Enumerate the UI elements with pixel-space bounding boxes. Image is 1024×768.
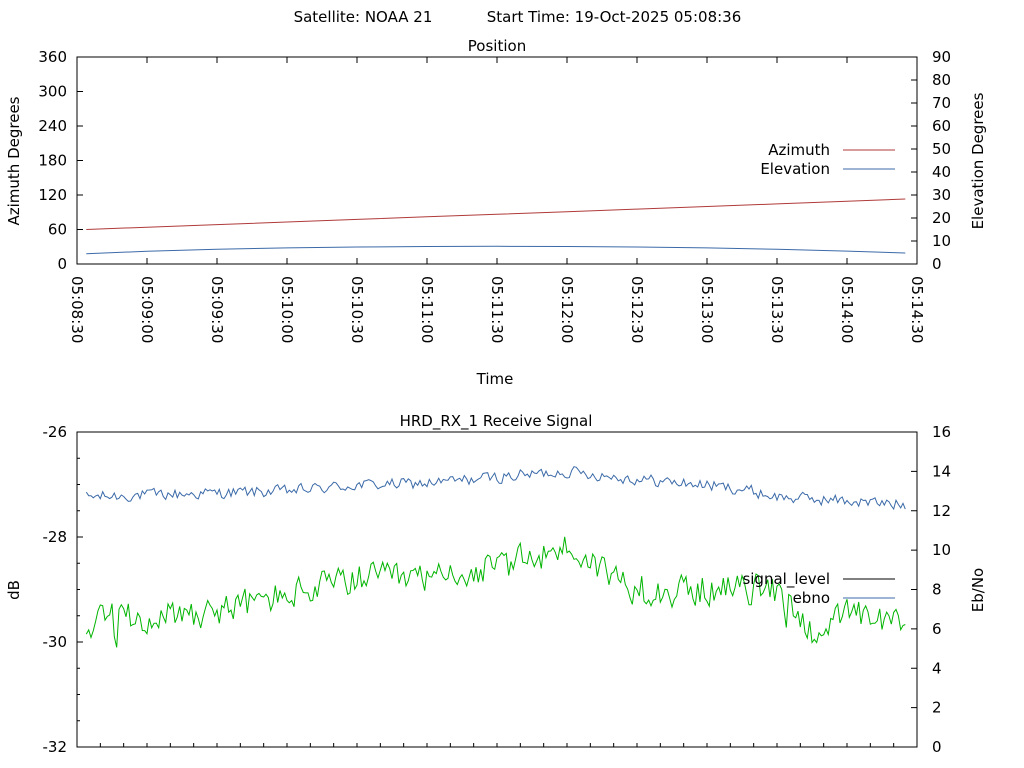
signal-legend-label: signal_level	[742, 570, 830, 589]
position-y-tick-label: 120	[38, 186, 67, 204]
position-y-tick-label: 180	[38, 152, 67, 170]
position-y-tick-label: 60	[48, 221, 67, 239]
position-y-tick-label: 360	[38, 48, 67, 66]
position-y2-tick-label: 10	[932, 232, 951, 250]
signal-y2-tick-label: 4	[932, 659, 942, 677]
position-y-tick-label: 0	[57, 255, 67, 273]
signal-y-axis-label: dB	[5, 580, 23, 600]
position-y2-tick-label: 60	[932, 117, 951, 135]
position-y2-tick-label: 20	[932, 209, 951, 227]
signal-y2-tick-label: 8	[932, 581, 942, 599]
signal-series-unlabeled-line	[85, 536, 906, 648]
position-x-tick-label: 05:12:00	[558, 276, 576, 343]
position-x-tick-label: 05:11:30	[488, 276, 506, 343]
signal-y-tick-label: -32	[43, 738, 68, 756]
signal-y2-tick-label: 0	[932, 738, 942, 756]
signal-y2-tick-label: 6	[932, 620, 942, 638]
position-x-tick-label: 05:11:00	[418, 276, 436, 343]
position-y2-tick-label: 90	[932, 48, 951, 66]
position-x-tick-label: 05:10:00	[278, 276, 296, 343]
position-x-tick-label: 05:13:30	[768, 276, 786, 343]
position-x-tick-label: 05:14:00	[838, 276, 856, 343]
position-legend-label: Elevation	[760, 160, 830, 178]
signal-y2-axis-label: Eb/No	[969, 568, 987, 612]
signal-y2-tick-label: 12	[932, 502, 951, 520]
position-legend-label: Azimuth	[768, 141, 830, 159]
position-y2-tick-label: 70	[932, 94, 951, 112]
position-x-tick-label: 05:09:00	[138, 276, 156, 343]
position-x-axis-label: Time	[476, 370, 514, 388]
signal-y-tick-label: -28	[43, 528, 68, 546]
position-y2-axis-label: Elevation Degrees	[969, 92, 987, 229]
position-x-tick-label: 05:09:30	[208, 276, 226, 343]
position-x-tick-label: 05:14:30	[908, 276, 926, 343]
position-x-tick-label: 05:13:00	[698, 276, 716, 343]
position-x-tick-label: 05:10:30	[348, 276, 366, 343]
signal-y2-tick-label: 14	[932, 462, 951, 480]
position-y-tick-label: 240	[38, 117, 67, 135]
signal-series-ebno-line	[85, 466, 906, 511]
position-series-elevation-line	[86, 245, 906, 255]
position-x-tick-label: 05:12:30	[628, 276, 646, 343]
signal-y2-tick-label: 16	[932, 423, 951, 441]
position-y2-tick-label: 80	[932, 71, 951, 89]
signal-y-tick-label: -30	[43, 633, 68, 651]
position-chart-title: Position	[468, 37, 526, 55]
position-y2-tick-label: 40	[932, 163, 951, 181]
position-series-azimuth-line	[86, 198, 906, 230]
signal-y-tick-label: -26	[43, 423, 68, 441]
signal-y2-tick-label: 2	[932, 699, 942, 717]
position-y-axis-label: Azimuth Degrees	[5, 96, 23, 225]
receive-signal-chart: HRD_RX_1 Receive Signal dB Eb/No -26 -28 -…	[5, 412, 987, 756]
signal-y2-tick-label: 10	[932, 541, 951, 559]
satellite-label: Satellite: NOAA 21	[294, 8, 433, 26]
position-x-tick-label: 05:08:30	[68, 276, 86, 343]
signal-chart-title: HRD_RX_1 Receive Signal	[400, 412, 593, 431]
position-chart: Position Azimuth Degrees Elevation Degre…	[5, 37, 987, 388]
position-y2-tick-label: 50	[932, 140, 951, 158]
position-y-tick-label: 300	[38, 83, 67, 101]
signal-legend-label: ebno	[793, 589, 830, 607]
position-y2-tick-label: 0	[932, 255, 942, 273]
position-y2-tick-label: 30	[932, 186, 951, 204]
start-time-label: Start Time: 19-Oct-2025 05:08:36	[487, 8, 742, 26]
